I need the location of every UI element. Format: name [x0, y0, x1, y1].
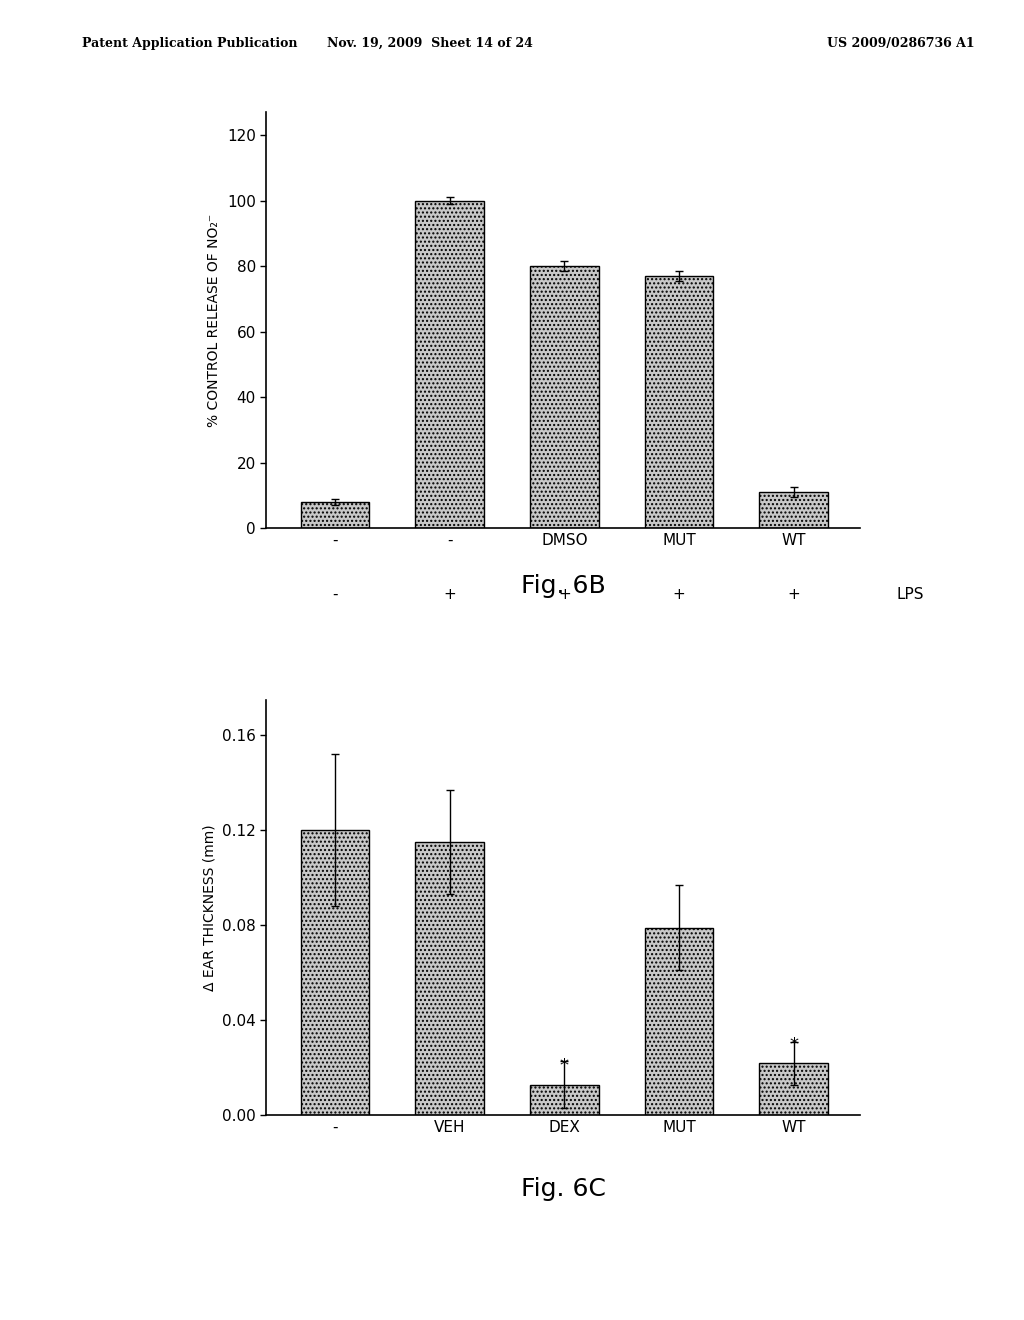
- Bar: [759, 492, 828, 528]
- Text: Nov. 19, 2009  Sheet 14 of 24: Nov. 19, 2009 Sheet 14 of 24: [327, 37, 534, 50]
- Text: LPS: LPS: [897, 587, 925, 602]
- Text: *: *: [790, 1036, 798, 1053]
- Bar: [416, 201, 484, 528]
- Text: *: *: [560, 1057, 569, 1074]
- Y-axis label: % CONTROL RELEASE OF NO₂⁻: % CONTROL RELEASE OF NO₂⁻: [208, 214, 221, 426]
- Bar: [644, 928, 714, 1115]
- Text: +: +: [787, 587, 800, 602]
- Bar: [644, 276, 714, 528]
- Text: +: +: [673, 587, 685, 602]
- Text: Fig. 6C: Fig. 6C: [521, 1177, 605, 1201]
- Text: Fig. 6B: Fig. 6B: [521, 574, 605, 598]
- Text: US 2009/0286736 A1: US 2009/0286736 A1: [827, 37, 975, 50]
- Text: -: -: [332, 587, 338, 602]
- Y-axis label: Δ EAR THICKNESS (mm): Δ EAR THICKNESS (mm): [203, 824, 216, 991]
- Bar: [530, 267, 599, 528]
- Bar: [301, 502, 370, 528]
- Text: +: +: [443, 587, 456, 602]
- Bar: [759, 1063, 828, 1115]
- Bar: [301, 830, 370, 1115]
- Text: +: +: [558, 587, 570, 602]
- Bar: [530, 1085, 599, 1115]
- Text: Patent Application Publication: Patent Application Publication: [82, 37, 297, 50]
- Bar: [416, 842, 484, 1115]
